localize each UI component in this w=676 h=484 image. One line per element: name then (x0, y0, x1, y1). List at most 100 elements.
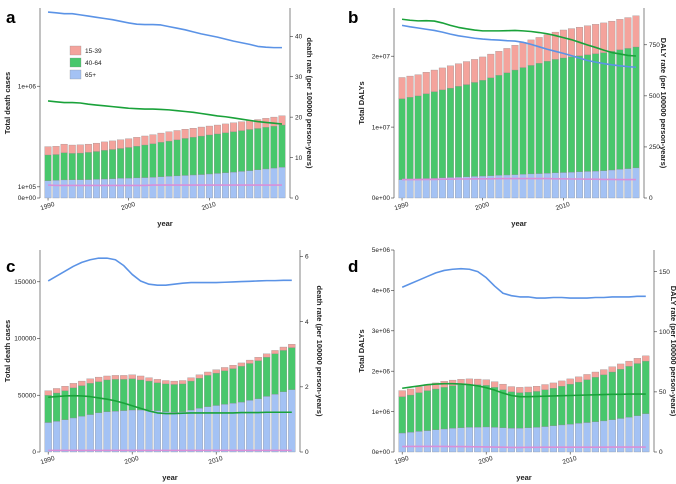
bar-b-65plus-2009 (551, 172, 559, 199)
bar-a-65plus-2003 (149, 177, 157, 199)
bar-d-15-39-2006 (533, 385, 541, 392)
bar-d-40-64-2001 (491, 387, 499, 428)
bar-d-65plus-2000 (482, 426, 490, 453)
bar-c-15-39-1994 (78, 380, 86, 386)
bar-d-15-39-1998 (465, 378, 473, 385)
bar-d-65plus-1993 (423, 430, 431, 453)
y2-tick-label: 250 (649, 144, 660, 151)
x-tick-label: 1990 (394, 455, 410, 466)
bar-c-15-39-2001 (137, 375, 145, 381)
panel-letter-c: c (6, 257, 15, 276)
bar-b-15-39-2006 (527, 39, 535, 66)
bar-d-15-39-2001 (491, 381, 499, 388)
bar-b-65plus-2019 (632, 167, 640, 199)
bar-c-15-39-2014 (246, 359, 254, 364)
bar-d-40-64-2000 (482, 385, 490, 428)
bar-b-15-39-1994 (430, 69, 438, 92)
y2-tick-label: 0 (649, 195, 653, 202)
bar-c-65plus-1997 (103, 411, 111, 453)
bar-c-15-39-2003 (153, 379, 162, 383)
panel-b: b 0e+00 1e+07 2e+07 0 250 500 750 1990 2000 2010 ye… (348, 8, 668, 228)
bar-d-40-64-2012 (583, 379, 591, 423)
bar-d-65plus-1996 (449, 428, 457, 453)
bar-b-15-39-2003 (503, 48, 511, 74)
bar-d-40-64-2005 (524, 392, 532, 428)
panel-letter-a: a (6, 8, 16, 27)
bar-d-40-64-1998 (465, 384, 473, 428)
bar-b-40-64-1994 (430, 91, 438, 179)
bar-a-65plus-2018 (270, 167, 278, 199)
bar-d-15-39-2018 (633, 358, 642, 364)
y-tick-label: 0e+00 (372, 449, 391, 456)
bar-c-40-64-2006 (179, 383, 187, 412)
bar-a-40-64-2005 (165, 140, 173, 177)
x-tick-label: 2000 (474, 201, 490, 212)
rate-line-blue (47, 257, 292, 286)
bar-d-40-64-2003 (507, 391, 515, 429)
bar-c-65plus-2004 (162, 411, 170, 453)
series-65plus (398, 167, 640, 199)
bar-d-15-39-1991 (407, 388, 415, 396)
y2-axis-label: DALY rate (per 100000 person-years) (659, 38, 668, 169)
bar-c-15-39-1999 (120, 375, 128, 380)
y2-axis-label: death rate (per 100000 person-years) (305, 38, 314, 169)
bar-d-15-39-1999 (474, 378, 482, 385)
bar-d-40-64-1990 (398, 396, 406, 434)
bar-a-40-64-1997 (101, 150, 108, 180)
y-tick-label: 2e+07 (372, 53, 391, 60)
bar-d-65plus-1999 (474, 426, 482, 453)
series-15-39 (44, 115, 286, 156)
bar-b-65plus-2006 (527, 173, 535, 199)
bar-a-40-64-1994 (76, 152, 84, 180)
bar-c-65plus-2000 (128, 409, 136, 453)
bar-d-15-39-2019 (642, 355, 650, 362)
bar-c-65plus-1991 (53, 421, 61, 453)
bar-b-65plus-2007 (535, 173, 543, 199)
bar-b-65plus-2017 (616, 169, 624, 199)
bar-d-65plus-2001 (491, 427, 499, 453)
bar-c-40-64-2008 (195, 378, 204, 409)
x-tick-label: 2010 (208, 455, 224, 466)
bar-c-65plus-1996 (95, 412, 103, 453)
rate-line-green (401, 18, 637, 57)
x-tick-label: 2000 (478, 455, 494, 466)
bar-c-15-39-2019 (288, 344, 296, 348)
bar-c-65plus-1992 (61, 419, 69, 453)
legend-swatch (69, 45, 82, 56)
bar-a-15-39-2016 (254, 119, 262, 129)
rate-line-blue (401, 24, 637, 69)
bar-a-65plus-2001 (133, 177, 141, 199)
bar-d-15-39-2003 (507, 386, 515, 392)
y2-tick-label: 750 (649, 42, 660, 49)
y2-tick-label: 0 (295, 195, 299, 202)
bar-c-40-64-2012 (229, 368, 237, 404)
legend-label: 15-39 (85, 48, 102, 55)
bar-a-65plus-2004 (157, 176, 165, 199)
bar-b-65plus-1995 (438, 177, 446, 199)
panel-letter-b: b (348, 8, 358, 27)
bar-d-15-39-2014 (600, 369, 608, 375)
bar-b-40-64-2001 (487, 77, 495, 176)
bar-b-40-64-2002 (495, 75, 503, 176)
bar-a-15-39-1995 (84, 143, 92, 153)
bar-d-40-64-2019 (642, 360, 650, 414)
y-tick-label: 5e+06 (372, 247, 391, 254)
bar-a-65plus-1997 (101, 178, 108, 199)
bar-c-15-39-2000 (128, 374, 136, 379)
bar-a-65plus-2000 (125, 177, 133, 199)
bar-b-40-64-1991 (406, 97, 414, 180)
bar-a-15-39-1991 (52, 146, 60, 155)
bar-a-15-39-2007 (181, 128, 189, 139)
x-axis-label: year (157, 219, 173, 228)
bar-a-15-39-2018 (270, 116, 278, 127)
bar-a-40-64-2001 (133, 146, 141, 179)
x-tick-label: 2010 (562, 455, 578, 466)
rate-line-green (47, 100, 283, 125)
bar-a-40-64-2010 (205, 134, 213, 175)
bar-c-65plus-1998 (111, 410, 119, 453)
bar-a-15-39-2015 (246, 120, 254, 130)
bar-d-65plus-1997 (457, 427, 465, 453)
bar-b-15-39-2001 (487, 53, 495, 78)
bar-b-15-39-1992 (414, 74, 422, 97)
bar-b-15-39-2007 (535, 37, 543, 64)
